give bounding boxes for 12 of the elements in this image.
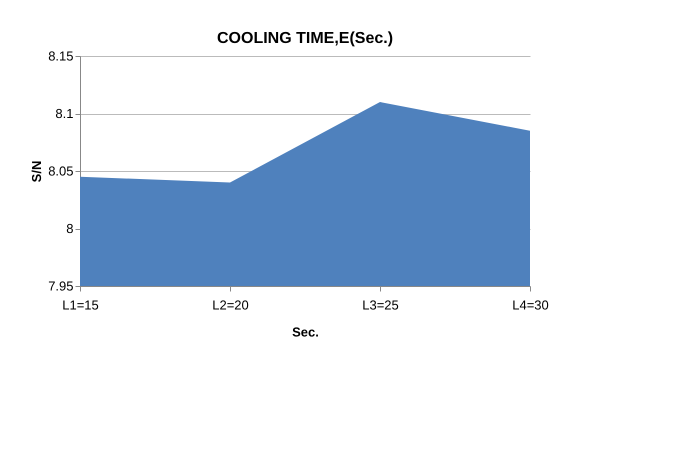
x-tick-label: L2=20 <box>212 298 249 312</box>
y-tick-label: 8.05 <box>48 164 74 178</box>
y-tick-label: 8.1 <box>55 106 74 121</box>
y-tick-label: 7.95 <box>48 278 74 294</box>
y-axis-title: S/N <box>29 160 44 182</box>
x-tick-label: L1=15 <box>62 298 99 312</box>
x-tick-label: L3=25 <box>362 298 399 312</box>
chart-title: COOLING TIME,E(Sec.) <box>216 30 394 47</box>
x-tick-label: L4=30 <box>512 298 549 312</box>
y-tick-label: 8.15 <box>48 48 74 64</box>
x-axis-title: Sec. <box>292 324 319 340</box>
y-tick-label: 8 <box>66 221 74 236</box>
